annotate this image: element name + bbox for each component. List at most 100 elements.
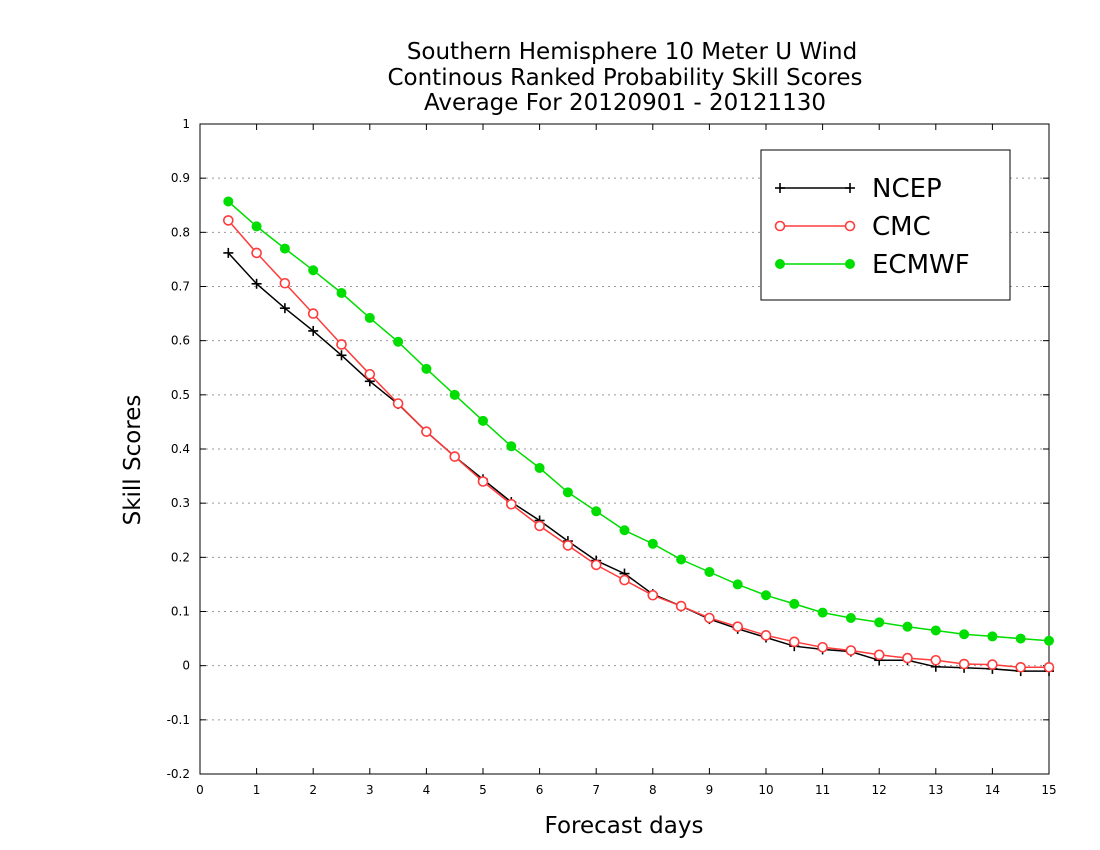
legend-item-ecmwf: ECMWF xyxy=(775,250,970,280)
data-point-ecmwf-26 xyxy=(959,629,970,640)
data-point-ecmwf-28 xyxy=(1015,633,1026,644)
data-point-ecmwf-17 xyxy=(704,566,715,577)
legend-marker-left-ecmwf xyxy=(775,259,785,269)
data-point-ecmwf-8 xyxy=(449,389,460,400)
data-point-ecmwf-7 xyxy=(421,363,432,374)
data-point-ncep-3 xyxy=(308,325,319,336)
data-point-cmc-3 xyxy=(307,308,319,319)
y-tick-label-3: 0.1 xyxy=(171,605,190,619)
x-tick-label-10: 10 xyxy=(758,783,773,797)
data-point-ecmwf-6 xyxy=(393,336,404,347)
y-tick-label-5: 0.3 xyxy=(171,496,190,510)
data-point-ecmwf-16 xyxy=(676,554,687,565)
data-point-ecmwf-23 xyxy=(874,617,885,628)
x-tick-label-14: 14 xyxy=(985,783,1000,797)
data-point-cmc-27 xyxy=(987,659,998,670)
y-axis-label: Skill Scores xyxy=(120,395,146,526)
data-point-ncep-4 xyxy=(336,350,347,361)
title-line-2: Continous Ranked Probability Skill Score… xyxy=(387,65,862,91)
legend-label-ncep: NCEP xyxy=(872,174,942,204)
data-point-cmc-13 xyxy=(590,559,602,571)
data-point-cmc-19 xyxy=(760,630,772,641)
x-tick-label-4: 4 xyxy=(423,783,431,797)
data-point-ecmwf-10 xyxy=(506,441,517,452)
data-point-cmc-5 xyxy=(364,368,376,380)
y-tick-label-9: 0.7 xyxy=(171,280,190,294)
data-point-ecmwf-4 xyxy=(336,288,347,298)
data-point-ecmwf-15 xyxy=(647,538,658,549)
y-tick-label-11: 0.9 xyxy=(171,171,190,185)
x-tick-label-2: 2 xyxy=(309,783,317,797)
data-point-ecmwf-21 xyxy=(817,607,828,618)
y-tick-label-12: 1 xyxy=(182,117,190,131)
y-tick-label-2: 0 xyxy=(182,659,190,673)
x-tick-label-11: 11 xyxy=(815,783,830,797)
legend-label-cmc: CMC xyxy=(872,212,931,242)
y-tick-label-7: 0.5 xyxy=(171,388,190,402)
data-point-cmc-10 xyxy=(505,498,517,510)
x-tick-label-13: 13 xyxy=(928,783,943,797)
legend-label-ecmwf: ECMWF xyxy=(872,250,970,280)
data-point-ecmwf-22 xyxy=(845,613,856,623)
x-tick-label-12: 12 xyxy=(872,783,887,797)
data-point-ecmwf-25 xyxy=(930,625,941,636)
data-point-ecmwf-24 xyxy=(902,621,913,632)
data-point-ecmwf-18 xyxy=(732,579,743,590)
x-tick-label-7: 7 xyxy=(592,783,600,797)
data-point-cmc-26 xyxy=(958,658,970,670)
data-point-ncep-1 xyxy=(251,278,262,289)
title-line-3: Average For 20120901 - 20121130 xyxy=(424,90,826,116)
data-point-cmc-9 xyxy=(477,476,489,487)
y-tick-label-4: 0.2 xyxy=(171,550,190,564)
data-point-cmc-12 xyxy=(562,540,574,551)
data-point-cmc-25 xyxy=(930,654,942,666)
y-tick-label-1: -0.1 xyxy=(167,713,190,727)
data-point-cmc-29 xyxy=(1043,661,1055,673)
data-point-cmc-0 xyxy=(223,215,234,226)
legend-marker-right-cmc xyxy=(844,220,856,232)
data-point-cmc-8 xyxy=(449,451,461,462)
data-point-cmc-18 xyxy=(732,621,744,632)
data-point-ncep-2 xyxy=(279,303,290,314)
data-point-ecmwf-1 xyxy=(251,221,262,232)
data-point-cmc-4 xyxy=(336,339,347,350)
y-tick-label-8: 0.6 xyxy=(171,334,190,348)
data-point-ncep-0 xyxy=(223,247,234,258)
x-tick-label-0: 0 xyxy=(196,783,204,797)
series-cmc xyxy=(223,215,1055,673)
data-point-ecmwf-5 xyxy=(364,312,375,323)
data-point-cmc-22 xyxy=(845,645,857,656)
data-point-cmc-24 xyxy=(902,652,913,664)
chart-title: Southern Hemisphere 10 Meter U Wind Cont… xyxy=(387,39,862,116)
data-point-cmc-2 xyxy=(279,277,291,289)
y-tick-label-10: 0.8 xyxy=(171,225,190,239)
data-point-ecmwf-14 xyxy=(619,525,630,536)
data-point-ecmwf-2 xyxy=(279,243,290,254)
legend-item-ncep: NCEP xyxy=(775,174,942,204)
data-point-cmc-23 xyxy=(873,649,885,661)
title-line-1: Southern Hemisphere 10 Meter U Wind xyxy=(407,39,857,65)
data-point-ecmwf-19 xyxy=(761,590,771,601)
legend-item-cmc: CMC xyxy=(774,212,931,242)
legend-box xyxy=(760,149,1011,301)
legend-marker-left-ncep xyxy=(775,183,785,193)
y-tick-label-6: 0.4 xyxy=(171,442,190,456)
data-point-ecmwf-29 xyxy=(1044,635,1054,646)
data-point-cmc-15 xyxy=(647,589,659,601)
data-point-cmc-14 xyxy=(619,574,630,586)
series-ecmwf xyxy=(223,196,1054,646)
data-point-cmc-6 xyxy=(392,398,404,409)
x-tick-label-6: 6 xyxy=(536,783,544,797)
data-point-ecmwf-27 xyxy=(987,631,998,642)
data-point-cmc-20 xyxy=(788,636,800,648)
legend-marker-right-ecmwf xyxy=(845,259,855,269)
data-point-cmc-7 xyxy=(421,426,432,437)
data-point-cmc-16 xyxy=(675,600,687,612)
data-point-ecmwf-9 xyxy=(478,415,488,426)
data-point-ecmwf-20 xyxy=(789,598,800,609)
data-point-cmc-11 xyxy=(534,520,545,532)
data-point-cmc-21 xyxy=(817,641,828,653)
legend-marker-left-cmc xyxy=(774,220,786,232)
data-point-cmc-17 xyxy=(704,612,715,624)
